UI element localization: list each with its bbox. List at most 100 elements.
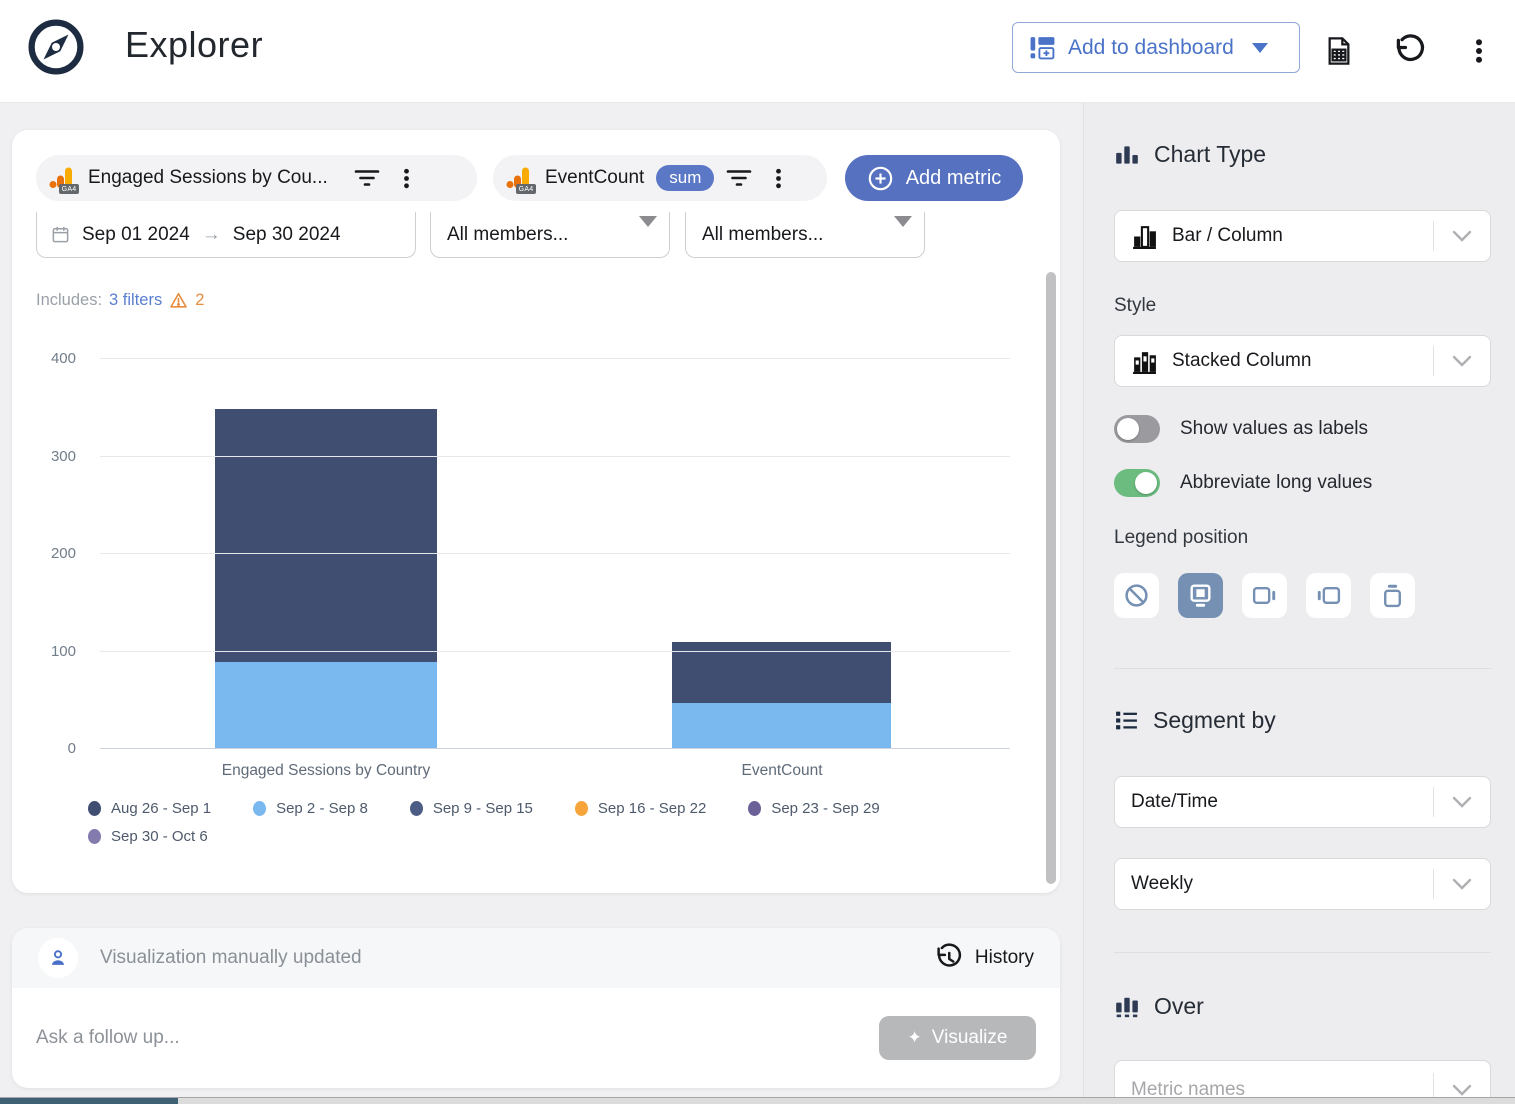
horizontal-scrollbar-thumb[interactable] (0, 1098, 178, 1104)
metric-chip-eventcount[interactable]: GA4 EventCount sum (493, 155, 827, 201)
segment-by-heading: Segment by (1114, 707, 1491, 734)
over-select[interactable]: Metric names (1114, 1060, 1491, 1104)
calendar-icon (51, 225, 70, 244)
legend-marker (409, 801, 423, 816)
plus-circle-icon (867, 165, 894, 192)
filter-icon[interactable] (354, 167, 380, 189)
legend-bottom-button[interactable] (1178, 573, 1223, 618)
bar-segment[interactable] (672, 641, 891, 704)
sparkle-icon: ✦ (907, 1028, 922, 1047)
legend-label: Sep 23 - Sep 29 (771, 800, 880, 817)
metric-label: EventCount (545, 167, 645, 188)
grouped-columns-icon (1116, 997, 1138, 1017)
horizontal-scrollbar[interactable] (0, 1097, 1515, 1104)
date-end: Sep 30 2024 (232, 223, 341, 245)
members-filter-value: All members... (447, 223, 569, 245)
chart-legend: Aug 26 - Sep 1 Sep 2 - Sep 8 Sep 9 - Sep 1… (88, 800, 993, 856)
followup-input[interactable] (36, 1027, 879, 1049)
segment-granularity-select[interactable]: Weekly (1114, 858, 1491, 910)
chevron-down-icon (1251, 42, 1268, 53)
date-range-picker[interactable]: Sep 01 2024 → Sep 30 2024 (36, 212, 416, 258)
segment-dimension-value: Date/Time (1131, 791, 1218, 812)
gridline (100, 358, 1010, 359)
legend-item[interactable]: Sep 23 - Sep 29 (748, 800, 880, 817)
aggregation-badge[interactable]: sum (656, 165, 715, 191)
gridline (100, 650, 1010, 652)
arrow-right-icon: → (201, 223, 221, 245)
history-icon (937, 943, 961, 967)
add-metric-label: Add metric (905, 166, 1002, 189)
chart-type-select[interactable]: Bar / Column (1114, 210, 1491, 262)
legend-position-label: Legend position (1114, 527, 1249, 548)
add-to-dashboard-icon (1029, 34, 1056, 61)
y-axis-labels: 0 100 200 300 400 (12, 130, 76, 893)
legend-item[interactable]: Sep 30 - Oct 6 (88, 828, 208, 845)
over-value: Metric names (1131, 1079, 1246, 1100)
filters-link[interactable]: 3 filters (109, 291, 163, 309)
bar-segment[interactable] (215, 662, 437, 748)
history-button[interactable]: History (933, 943, 1034, 973)
gridline (100, 455, 1010, 457)
y-tick-label: 100 (50, 642, 76, 660)
chevron-down-icon (1434, 796, 1490, 808)
bar[interactable] (672, 641, 891, 748)
bar-segment[interactable] (215, 408, 437, 663)
y-tick-label: 300 (50, 447, 76, 465)
ga4-badge: GA4 (59, 184, 79, 194)
plot-area (100, 358, 1010, 749)
ga4-badge: GA4 (516, 184, 536, 194)
chevron-down-icon (1434, 230, 1490, 242)
ga4-icon: GA4 (505, 164, 536, 194)
toggle-on[interactable] (1114, 469, 1160, 497)
kebab-menu-icon[interactable] (766, 166, 791, 191)
followup-row: ✦ Visualize (12, 988, 1060, 1088)
history-label: History (974, 947, 1034, 968)
over-heading-label: Over (1154, 993, 1204, 1019)
legend-marker (253, 801, 267, 816)
vertical-scrollbar-thumb[interactable] (1046, 272, 1056, 884)
metric-chip-engaged-sessions[interactable]: GA4 Engaged Sessions by Cou... (36, 155, 477, 201)
bar[interactable] (215, 408, 437, 748)
visualize-label: Visualize (931, 1027, 1008, 1048)
toggle-off[interactable] (1114, 415, 1160, 443)
legend-right-button[interactable] (1242, 573, 1287, 618)
chevron-down-icon (1434, 1084, 1490, 1096)
legend-item[interactable]: Sep 2 - Sep 8 (253, 800, 368, 817)
legend-left-button[interactable] (1306, 573, 1351, 618)
kebab-menu-icon[interactable] (394, 166, 419, 191)
style-label: Style (1114, 295, 1157, 316)
legend-item[interactable]: Sep 16 - Sep 22 (574, 800, 706, 817)
legend-marker (574, 801, 588, 816)
restore-icon[interactable] (1388, 30, 1430, 72)
x-category-label: Engaged Sessions by Country (221, 762, 431, 779)
avatar (38, 938, 78, 978)
status-bar: Visualization manually updated History (12, 928, 1060, 988)
kebab-menu-icon[interactable] (1458, 30, 1500, 72)
members-filter-2[interactable]: All members... (685, 212, 925, 258)
segment-granularity-value: Weekly (1131, 873, 1193, 894)
style-select[interactable]: Stacked Column (1114, 335, 1491, 387)
legend-item[interactable]: Sep 9 - Sep 15 (409, 800, 533, 817)
legend-top-button[interactable] (1370, 573, 1415, 618)
legend-item[interactable]: Aug 26 - Sep 1 (88, 800, 211, 817)
legend-none-button[interactable] (1114, 573, 1159, 618)
chevron-down-icon (1434, 355, 1490, 367)
segment-dimension-select[interactable]: Date/Time (1114, 776, 1491, 828)
legend-marker (88, 801, 101, 816)
add-to-dashboard-button[interactable]: Add to dashboard (1012, 22, 1300, 73)
chart-type-heading-label: Chart Type (1154, 141, 1267, 167)
followup-card: Visualization manually updated History ✦… (12, 928, 1060, 1088)
members-filter-1[interactable]: All members... (430, 212, 670, 258)
show-values-toggle-row[interactable]: Show values as labels (1114, 415, 1368, 443)
bar-segment[interactable] (672, 703, 891, 748)
legend-position-options (1114, 573, 1415, 618)
spreadsheet-icon[interactable] (1318, 30, 1360, 72)
column-chart-icon (1116, 145, 1138, 164)
x-category-label: EventCount (741, 762, 823, 779)
filter-icon[interactable] (726, 167, 752, 189)
add-metric-button[interactable]: Add metric (845, 155, 1023, 201)
visualize-button[interactable]: ✦ Visualize (879, 1016, 1036, 1060)
abbreviate-values-toggle-row[interactable]: Abbreviate long values (1114, 469, 1372, 497)
includes-label: Includes: (36, 291, 103, 309)
legend-label: Sep 2 - Sep 8 (276, 800, 368, 817)
